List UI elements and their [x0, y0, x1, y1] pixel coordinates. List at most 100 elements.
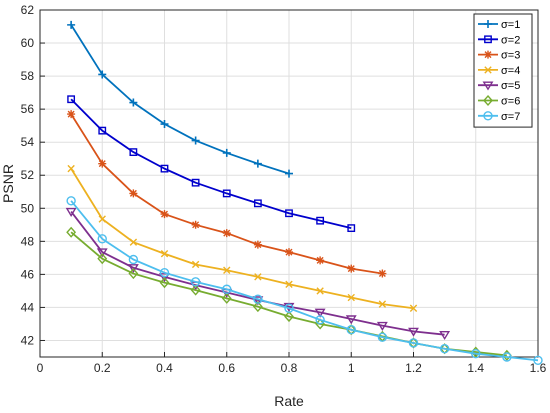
x-tick-label: 1.6	[530, 361, 547, 375]
data-point-circle-marker	[97, 234, 107, 244]
series-7	[66, 196, 543, 366]
y-axis-title: PSNR	[0, 164, 16, 203]
data-point-circle-marker	[253, 294, 263, 304]
data-point-circle-marker	[159, 268, 170, 278]
data-point-x-marker	[160, 250, 169, 258]
data-point-circle-marker	[284, 303, 294, 313]
data-point-circle-marker	[377, 332, 388, 342]
data-point-triangle-down-marker	[159, 273, 170, 283]
y-tick-label: 52	[21, 168, 35, 182]
legend-label: σ=1	[501, 19, 520, 31]
y-tick-label: 62	[21, 3, 35, 17]
legend-label: σ=6	[501, 96, 520, 108]
x-tick-label: 1.4	[467, 361, 484, 375]
x-tick-label: 1	[348, 361, 355, 375]
series-line	[70, 98, 352, 229]
data-point-asterisk-marker	[67, 110, 76, 119]
legend-item-7: σ=7	[478, 111, 520, 123]
legend-item-1: σ=1	[478, 19, 520, 31]
x-tick-label: 0.4	[156, 361, 173, 375]
y-tick-label: 56	[21, 102, 35, 116]
data-point-plus-marker	[67, 20, 76, 29]
data-point-square-marker	[98, 126, 107, 135]
data-point-square-marker	[191, 178, 200, 187]
legend-asterisk-marker	[484, 50, 492, 59]
x-tick-label: 0.2	[94, 361, 111, 375]
data-point-circle-marker	[66, 196, 76, 206]
data-point-triangle-down-marker	[408, 327, 419, 337]
data-point-diamond-marker	[284, 310, 294, 323]
data-point-triangle-down-marker	[314, 308, 326, 318]
data-point-diamond-marker	[252, 301, 263, 313]
data-point-circle-marker	[502, 352, 512, 362]
data-point-circle-marker	[439, 344, 450, 354]
data-point-square-marker	[67, 95, 76, 104]
data-point-plus-marker	[222, 148, 231, 157]
data-point-asterisk-marker	[191, 220, 200, 229]
data-point-square-marker	[285, 209, 293, 218]
series-line	[70, 211, 445, 336]
legend-item-3: σ=3	[478, 50, 520, 62]
data-point-x-marker	[254, 273, 262, 281]
y-tick-label: 46	[21, 267, 35, 281]
grid	[39, 9, 539, 357]
data-point-asterisk-marker	[222, 229, 231, 238]
legend-item-4: σ=4	[478, 65, 520, 77]
series-3	[67, 110, 387, 278]
x-axis-title: Rate	[274, 393, 304, 409]
data-point-asterisk-marker	[378, 269, 387, 278]
data-point-plus-marker	[129, 98, 138, 107]
data-point-triangle-down-marker	[96, 248, 108, 258]
data-point-diamond-marker	[66, 226, 77, 238]
data-point-plus-marker	[160, 120, 169, 129]
x-tick-label: 0.8	[281, 361, 298, 375]
data-point-diamond-marker	[97, 253, 108, 265]
series-5	[65, 207, 451, 341]
series-line	[70, 200, 539, 362]
data-point-circle-marker	[315, 315, 325, 325]
data-point-asterisk-marker	[285, 248, 293, 257]
data-point-x-marker	[223, 266, 231, 274]
legend-label: σ=4	[501, 65, 520, 77]
legend-label: σ=5	[501, 80, 520, 92]
data-point-square-marker	[316, 216, 325, 225]
data-point-circle-marker	[408, 338, 419, 348]
x-tick-label: 0.6	[218, 361, 235, 375]
series-layer	[65, 20, 543, 366]
series-1	[67, 20, 293, 178]
data-point-x-marker	[129, 238, 138, 246]
data-point-plus-marker	[98, 70, 107, 79]
legend-triangle-down-marker	[482, 81, 494, 91]
data-point-circle-marker	[346, 325, 356, 335]
legend-circle-marker	[483, 111, 493, 121]
data-point-asterisk-marker	[98, 159, 107, 168]
data-point-triangle-down-marker	[345, 315, 357, 325]
data-point-triangle-down-marker	[439, 330, 451, 341]
data-point-triangle-down-marker	[127, 264, 139, 274]
data-point-x-marker	[191, 260, 200, 269]
data-point-diamond-marker	[128, 268, 139, 280]
y-tick-label: 50	[21, 201, 35, 215]
data-point-diamond-marker	[221, 292, 232, 304]
legend-diamond-marker	[483, 94, 493, 107]
data-point-plus-marker	[253, 159, 262, 168]
series-line	[70, 168, 414, 310]
data-point-square-marker	[160, 164, 169, 173]
data-point-circle-marker	[533, 355, 543, 366]
data-point-x-marker	[316, 287, 324, 295]
data-point-x-marker	[285, 280, 293, 288]
data-point-triangle-down-marker	[65, 207, 77, 217]
data-point-diamond-marker	[159, 277, 170, 289]
legend-label: σ=3	[501, 50, 520, 62]
data-point-asterisk-marker	[347, 264, 356, 273]
data-point-square-marker	[347, 224, 356, 233]
data-point-circle-marker	[471, 348, 481, 359]
data-point-x-marker	[98, 215, 106, 223]
data-point-square-marker	[253, 199, 262, 208]
axis-ticks: 0 0.2 0.4 0.6 0.8 1 1.2 1.4 1.6 42 44 46 48 50 52 54 56 5…	[21, 3, 547, 375]
legend-plus-marker	[484, 20, 492, 28]
data-point-circle-marker	[190, 277, 201, 287]
y-tick-label: 58	[21, 69, 35, 83]
y-tick-label: 60	[21, 36, 35, 50]
